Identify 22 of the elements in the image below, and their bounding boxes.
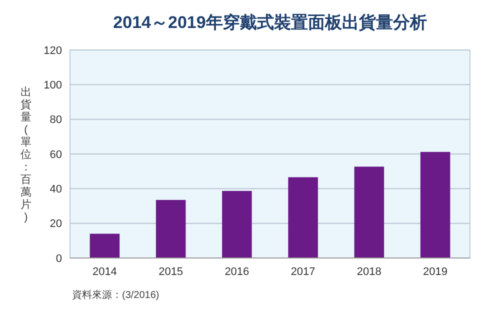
source-note: 資料來源：(3/2016) xyxy=(72,289,160,301)
y-tick-label: 60 xyxy=(50,148,62,161)
x-tick-label: 2014 xyxy=(92,266,117,278)
text: 出貨量(單位：百萬片) xyxy=(20,86,32,224)
bar xyxy=(420,152,450,258)
bar xyxy=(354,166,384,258)
y-tick-label: 20 xyxy=(50,218,62,230)
x-tick-label: 2019 xyxy=(423,266,448,278)
x-tick-label: 2015 xyxy=(158,266,184,278)
y-tick-label: 120 xyxy=(44,44,62,57)
bar xyxy=(288,177,318,258)
y-tick-label: 100 xyxy=(44,80,62,92)
bar xyxy=(90,234,120,258)
x-tick-label: 2017 xyxy=(290,266,316,278)
y-tick-label: 0 xyxy=(56,252,62,265)
x-tick-label: 2018 xyxy=(356,266,382,278)
bar xyxy=(222,190,252,258)
y-tick-label: 80 xyxy=(50,114,62,126)
x-tick-label: 2016 xyxy=(224,266,250,278)
bar xyxy=(156,200,186,258)
chart-title: 2014～2019年穿戴式裝置面板出貨量分析 xyxy=(113,13,427,32)
y-tick-label: 40 xyxy=(50,184,62,196)
